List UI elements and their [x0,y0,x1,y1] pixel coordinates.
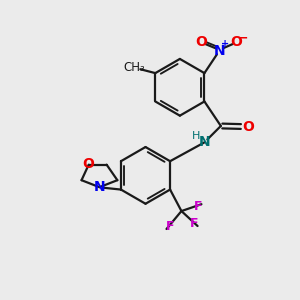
Text: CH₃: CH₃ [123,61,145,74]
Text: O: O [196,35,207,50]
Text: N: N [214,44,225,58]
Text: O: O [82,157,94,171]
Text: −: − [238,32,248,45]
Text: O: O [242,120,254,134]
Text: F: F [190,217,198,230]
Text: N: N [199,135,210,149]
Text: H: H [192,131,200,141]
Text: F: F [166,220,174,233]
Text: N: N [94,180,105,194]
Text: +: + [221,39,230,49]
Text: O: O [231,35,243,50]
Text: F: F [194,200,202,213]
